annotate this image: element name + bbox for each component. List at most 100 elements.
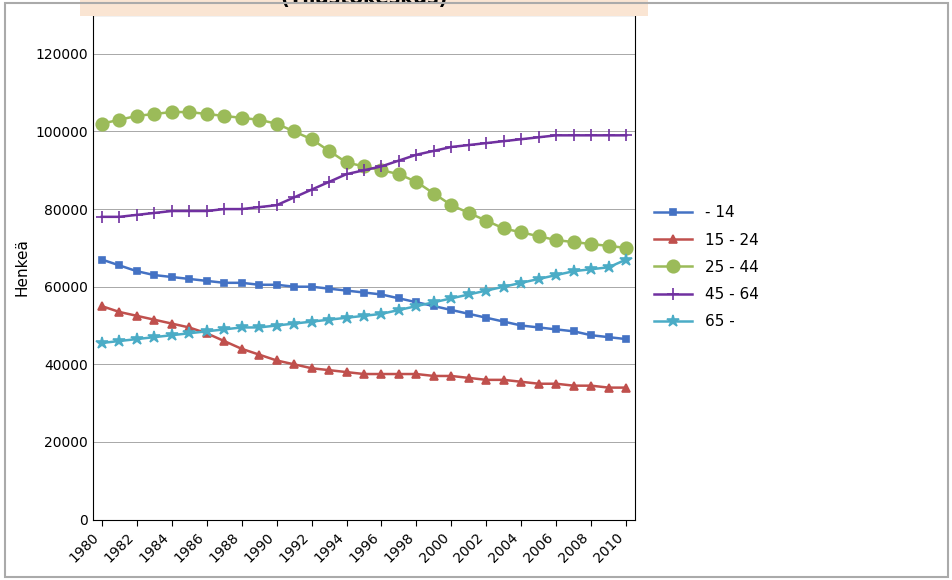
45 - 64 (306, 186, 317, 193)
65 - (201, 328, 212, 335)
25 - 44 (113, 117, 125, 124)
65 - (341, 314, 352, 321)
25 - 44 (446, 202, 457, 209)
- 14 (515, 322, 526, 329)
25 - 44 (427, 190, 439, 197)
15 - 24 (166, 320, 177, 327)
65 - (113, 338, 125, 345)
15 - 24 (149, 316, 160, 323)
- 14 (323, 285, 334, 292)
- 14 (463, 310, 474, 317)
25 - 44 (270, 120, 282, 127)
45 - 64 (236, 205, 248, 212)
45 - 64 (498, 137, 509, 144)
25 - 44 (603, 242, 614, 249)
15 - 24 (410, 371, 422, 378)
45 - 64 (270, 202, 282, 209)
45 - 64 (375, 163, 387, 170)
15 - 24 (236, 345, 248, 352)
45 - 64 (130, 212, 142, 219)
15 - 24 (446, 372, 457, 379)
45 - 64 (341, 171, 352, 177)
65 - (603, 264, 614, 271)
25 - 44 (358, 163, 369, 170)
- 14 (201, 277, 212, 284)
45 - 64 (427, 147, 439, 154)
25 - 44 (585, 241, 596, 248)
45 - 64 (410, 151, 422, 158)
45 - 64 (201, 208, 212, 215)
- 14 (393, 295, 405, 302)
65 - (166, 332, 177, 339)
25 - 44 (96, 120, 108, 127)
45 - 64 (393, 157, 405, 164)
- 14 (130, 268, 142, 275)
25 - 44 (393, 171, 405, 177)
25 - 44 (480, 218, 491, 224)
65 - (515, 280, 526, 287)
15 - 24 (603, 384, 614, 391)
15 - 24 (323, 367, 334, 374)
25 - 44 (149, 111, 160, 118)
- 14 (375, 291, 387, 298)
65 - (620, 256, 631, 263)
- 14 (306, 283, 317, 290)
- 14 (113, 262, 125, 269)
25 - 44 (550, 237, 562, 244)
Line: 25 - 44: 25 - 44 (95, 106, 632, 254)
45 - 64 (149, 209, 160, 216)
15 - 24 (585, 382, 596, 389)
65 - (306, 318, 317, 325)
45 - 64 (480, 140, 491, 147)
45 - 64 (550, 132, 562, 139)
65 - (446, 295, 457, 302)
65 - (323, 316, 334, 323)
65 - (532, 276, 544, 282)
Legend: - 14, 15 - 24, 25 - 44, 45 - 64, 65 -: - 14, 15 - 24, 25 - 44, 45 - 64, 65 - (647, 200, 764, 335)
- 14 (532, 324, 544, 331)
65 - (393, 306, 405, 313)
- 14 (498, 318, 509, 325)
15 - 24 (130, 312, 142, 319)
65 - (585, 266, 596, 273)
65 - (410, 303, 422, 310)
65 - (480, 287, 491, 294)
- 14 (550, 326, 562, 333)
65 - (218, 326, 229, 333)
45 - 64 (184, 208, 195, 215)
45 - 64 (323, 179, 334, 186)
- 14 (341, 287, 352, 294)
65 - (184, 330, 195, 337)
25 - 44 (323, 147, 334, 154)
15 - 24 (288, 361, 300, 368)
45 - 64 (515, 136, 526, 143)
45 - 64 (620, 132, 631, 139)
45 - 64 (253, 204, 265, 211)
25 - 44 (532, 233, 544, 240)
15 - 24 (375, 371, 387, 378)
25 - 44 (288, 128, 300, 135)
15 - 24 (218, 338, 229, 345)
- 14 (446, 306, 457, 313)
65 - (288, 320, 300, 327)
15 - 24 (184, 324, 195, 331)
25 - 44 (515, 229, 526, 236)
Y-axis label: Henkeä: Henkeä (15, 238, 30, 296)
- 14 (253, 281, 265, 288)
- 14 (585, 332, 596, 339)
65 - (427, 299, 439, 306)
- 14 (149, 271, 160, 278)
15 - 24 (427, 372, 439, 379)
45 - 64 (603, 132, 614, 139)
15 - 24 (532, 380, 544, 387)
65 - (550, 271, 562, 278)
15 - 24 (515, 378, 526, 385)
25 - 44 (201, 111, 212, 118)
65 - (375, 310, 387, 317)
25 - 44 (306, 136, 317, 143)
45 - 64 (358, 167, 369, 174)
45 - 64 (96, 213, 108, 220)
65 - (130, 336, 142, 343)
Title: Kaakkois-Suomen väestö ikäryhmittäin 1980-2010
(Tilastokeskus): Kaakkois-Suomen väestö ikäryhmittäin 198… (88, 0, 640, 8)
45 - 64 (585, 132, 596, 139)
